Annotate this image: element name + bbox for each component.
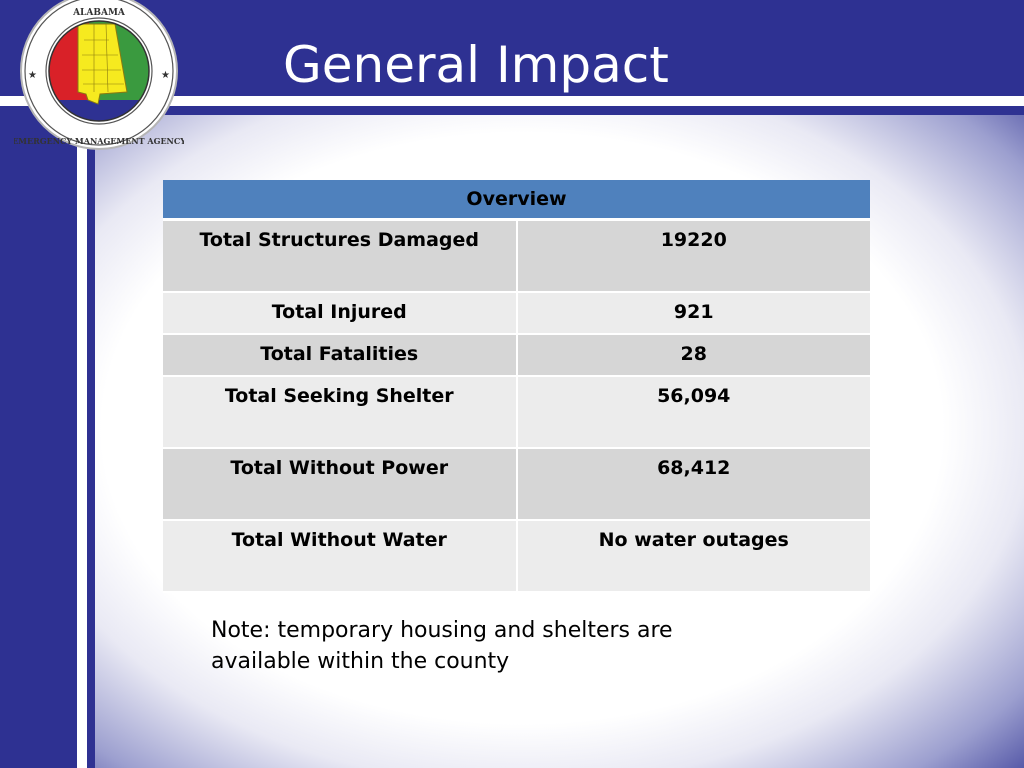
table-row: Total Structures Damaged 19220 <box>163 219 870 293</box>
slide-title: General Impact <box>283 36 669 94</box>
row-label: Total Seeking Shelter <box>163 376 517 449</box>
seal-top-text: ALABAMA <box>72 8 126 18</box>
row-label: Total Without Power <box>163 448 517 521</box>
row-label: Total Injured <box>163 292 517 335</box>
svg-text:★: ★ <box>28 70 37 81</box>
row-value: 68,412 <box>515 448 870 521</box>
impact-table: Overview Total Structures Damaged 19220 … <box>163 180 870 593</box>
svg-text:★: ★ <box>161 70 170 81</box>
row-value: 56,094 <box>515 376 870 449</box>
slide-note: Note: temporary housing and shelters are… <box>211 618 673 674</box>
table-row: Total Injured 921 <box>163 292 870 335</box>
vertical-divider <box>77 96 87 768</box>
row-label: Total Structures Damaged <box>163 219 517 293</box>
row-label: Total Without Water <box>163 520 517 593</box>
table-row: Total Without Water No water outages <box>163 520 870 593</box>
agency-seal-logo: ALABAMA ★ ★ EMERGENCY MANAGEMENT AGENCY <box>14 0 184 150</box>
table-row: Total Fatalities 28 <box>163 334 870 377</box>
table-row: Total Without Power 68,412 <box>163 448 870 521</box>
row-value: 921 <box>515 292 870 335</box>
row-value: No water outages <box>515 520 870 593</box>
table-header-overview: Overview <box>163 180 870 221</box>
row-label: Total Fatalities <box>163 334 517 377</box>
row-value: 28 <box>515 334 870 377</box>
horizontal-divider <box>0 96 1024 106</box>
seal-ring-text: EMERGENCY MANAGEMENT AGENCY <box>14 136 184 146</box>
row-value: 19220 <box>515 219 870 293</box>
table-row: Total Seeking Shelter 56,094 <box>163 376 870 449</box>
